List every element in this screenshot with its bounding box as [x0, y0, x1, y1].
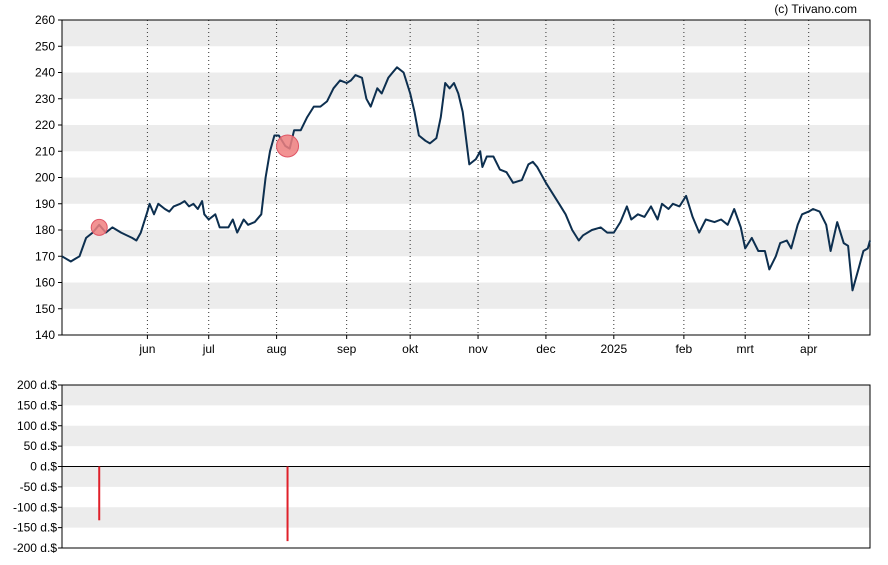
y-tick-label: 50 d.$: [24, 439, 58, 453]
y-tick-label: 150: [35, 302, 55, 316]
y-tick-label: 210: [35, 144, 55, 158]
y-tick-label: 190: [35, 197, 55, 211]
transaction-band: [62, 425, 870, 447]
y-tick-label: 160: [35, 276, 55, 290]
transaction-band: [62, 507, 870, 528]
y-tick-label: 220: [35, 118, 55, 132]
y-tick-label: 260: [35, 13, 55, 27]
x-tick-label: jul: [202, 342, 215, 356]
transaction-band: [62, 466, 870, 487]
transaction-band: [62, 385, 870, 406]
x-tick-label: 2025: [600, 342, 627, 356]
credit-label: (c) Trivano.com: [774, 2, 857, 16]
y-tick-label: 200: [35, 171, 55, 185]
price-plot-frame: [61, 19, 871, 336]
price-line: [61, 66, 871, 292]
transaction-plot-frame: [61, 384, 871, 549]
x-tick-label: apr: [800, 342, 817, 356]
x-tick-label: aug: [267, 342, 287, 356]
x-tick-label: feb: [676, 342, 693, 356]
x-tick-label: nov: [468, 342, 487, 356]
transaction-chart: 200 d.$ 150 d.$ 100 d.$ 50 d.$ 0 d.$ -50 d.$ -…: [13, 378, 871, 555]
y-tick-label: -50 d.$: [20, 480, 58, 494]
y-tick-label: 100 d.$: [17, 419, 57, 433]
x-tick-label: dec: [536, 342, 555, 356]
x-tick-label: mrt: [737, 342, 755, 356]
price-band: [62, 20, 870, 47]
y-tick-label: 150 d.$: [17, 398, 57, 412]
price-band: [62, 230, 870, 257]
transaction-marker: [90, 218, 108, 236]
x-tick-label: sep: [337, 342, 357, 356]
y-tick-label: 170: [35, 249, 55, 263]
price-band: [62, 72, 870, 99]
y-tick-label: 140: [35, 328, 55, 342]
y-tick-label: 250: [35, 39, 55, 53]
y-tick-label: 230: [35, 92, 55, 106]
y-tick-label: -150 d.$: [13, 521, 57, 535]
y-tick-label: 200 d.$: [17, 378, 57, 392]
price-band: [62, 177, 870, 204]
y-tick-label: 240: [35, 66, 55, 80]
y-tick-label: 180: [35, 223, 55, 237]
price-band: [62, 282, 870, 309]
x-tick-label: jun: [138, 342, 155, 356]
transaction-marker: [276, 134, 300, 158]
x-tick-label: okt: [402, 342, 419, 356]
y-tick-label: 0 d.$: [30, 460, 57, 474]
price-chart: jun jul aug sep okt nov dec 2025 feb mrt apr 140 150…: [35, 13, 871, 356]
y-tick-label: -200 d.$: [13, 541, 57, 555]
y-tick-label: -100 d.$: [13, 500, 57, 514]
